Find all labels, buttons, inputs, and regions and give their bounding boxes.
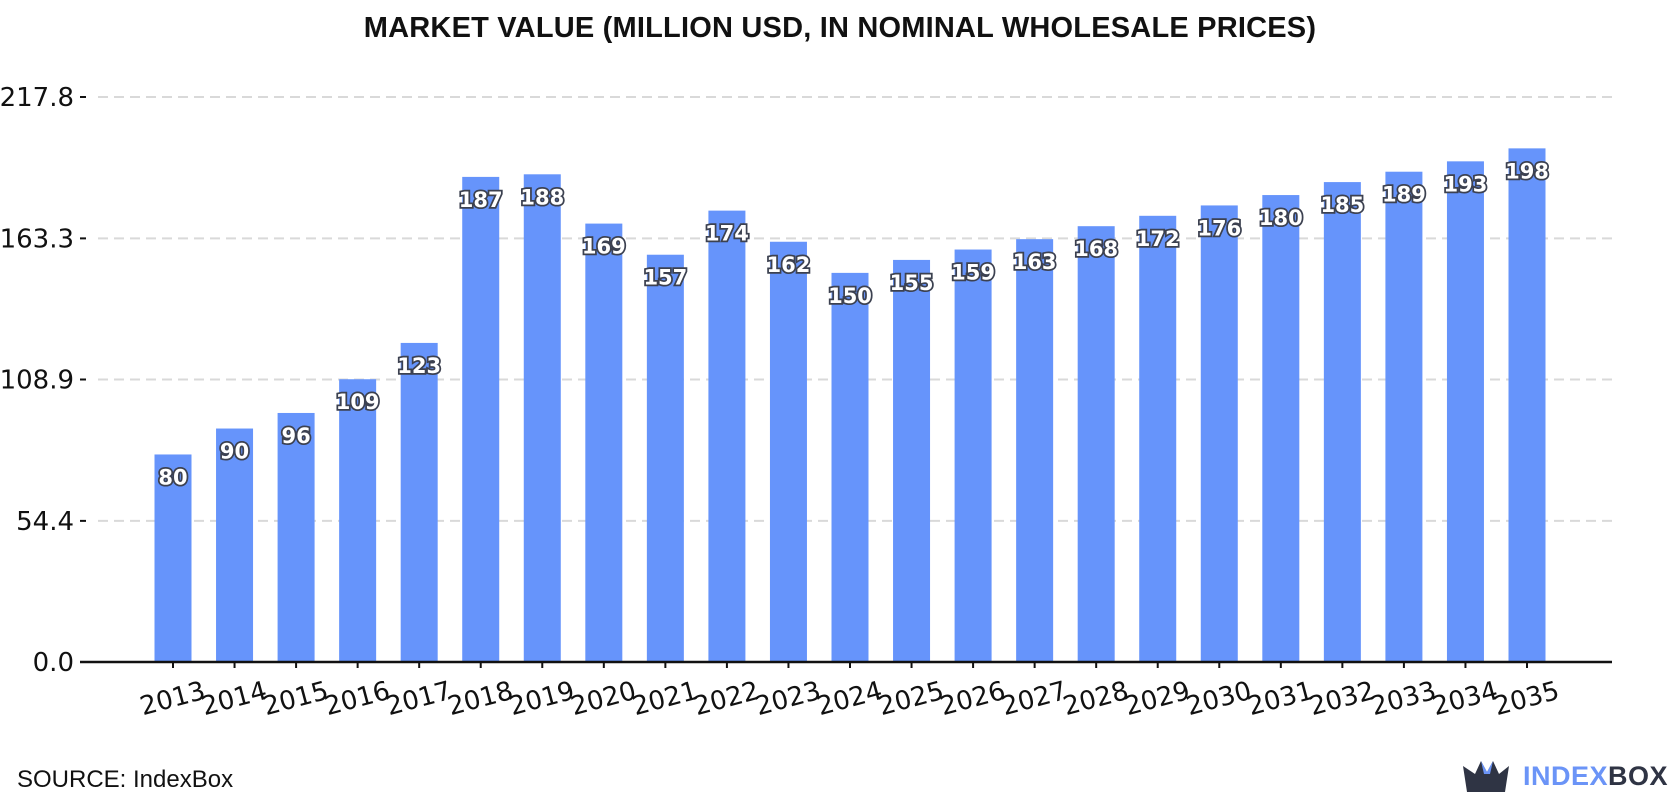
bar [893, 259, 931, 662]
x-tick-label: 2018 [445, 676, 517, 722]
x-tick-label: 2025 [875, 676, 947, 722]
x-tick-label: 2023 [752, 676, 824, 722]
bar [216, 428, 254, 662]
bars [154, 148, 1546, 663]
data-label: 163 [1013, 250, 1057, 274]
x-tick-label: 2026 [937, 676, 1009, 722]
brand-name: INDEXBOX [1523, 761, 1668, 792]
data-label: 155 [890, 271, 934, 295]
bar [277, 412, 315, 662]
data-label: 176 [1197, 216, 1241, 240]
bar [1200, 205, 1238, 663]
y-tick-label: 163.3 [0, 224, 74, 254]
y-tick-label: 54.4 [16, 507, 74, 537]
data-label: 172 [1136, 227, 1180, 251]
x-tick-label: 2019 [506, 676, 578, 722]
brand-index-text: INDEX [1522, 760, 1608, 791]
data-label: 80 [158, 465, 187, 489]
bar [339, 379, 377, 662]
x-tick-label: 2027 [999, 676, 1071, 722]
bar [954, 249, 992, 663]
x-tick-label: 2035 [1491, 676, 1563, 722]
data-label: 157 [643, 266, 687, 290]
x-tick-label: 2028 [1060, 676, 1132, 722]
data-label: 193 [1444, 172, 1488, 196]
bar [769, 241, 807, 662]
x-tick-label: 2013 [137, 676, 209, 722]
bar [1139, 215, 1177, 662]
bar [708, 210, 746, 662]
data-label: 123 [397, 354, 441, 378]
bar [462, 176, 500, 662]
bar [154, 454, 192, 662]
bar [1446, 161, 1484, 662]
x-tick-label: 2022 [691, 676, 763, 722]
bar [523, 174, 561, 662]
x-tick-label: 2016 [322, 676, 394, 722]
data-label: 185 [1320, 193, 1364, 217]
chart-title: MARKET VALUE (MILLION USD, IN NOMINAL WH… [363, 12, 1317, 44]
bar [400, 342, 438, 662]
x-tick-label: 2024 [814, 676, 886, 722]
y-tick-label: 0.0 [33, 648, 74, 678]
x-tick-label: 2030 [1183, 676, 1255, 722]
data-label: 180 [1259, 206, 1303, 230]
bar [1262, 195, 1300, 662]
bar [1323, 182, 1361, 663]
source-note: SOURCE: IndexBox [17, 766, 234, 793]
x-tick-label: 2017 [383, 676, 455, 722]
data-label: 189 [1382, 183, 1426, 207]
x-tick-label: 2029 [1122, 676, 1194, 722]
y-tick-label: 108.9 [0, 366, 74, 396]
brand-logo: INDEXBOX [1461, 758, 1668, 794]
x-tick-label: 2014 [198, 676, 270, 722]
brand-box-text: BOX [1607, 760, 1668, 791]
data-label: 96 [281, 424, 310, 448]
bar [831, 272, 869, 662]
bar [1016, 239, 1054, 662]
x-axis: 2013201420152016201720182019202020212022… [80, 660, 1612, 722]
data-label: 109 [336, 390, 380, 414]
y-axis: 0.0 54.4 108.9 163.3 217.8 [0, 83, 86, 678]
bar [646, 254, 684, 662]
data-label: 169 [582, 235, 626, 259]
value-labels: 80 90 96 109 123 187 188 169 157 174 162 150 155 159 1… [157, 158, 1551, 492]
bar [585, 223, 623, 662]
data-label: 188 [520, 185, 564, 209]
data-label: 159 [951, 261, 995, 285]
bar [1385, 171, 1423, 662]
data-label: 90 [220, 440, 249, 464]
bar [1508, 148, 1546, 662]
data-label: 168 [1074, 237, 1118, 261]
data-label: 187 [459, 188, 503, 212]
data-label: 174 [705, 222, 749, 246]
data-label: 150 [828, 284, 872, 308]
x-tick-label: 2033 [1368, 676, 1440, 722]
bar [1077, 226, 1115, 663]
x-tick-label: 2020 [568, 676, 640, 722]
x-tick-label: 2015 [260, 676, 332, 722]
x-tick-label: 2021 [629, 676, 701, 722]
y-tick-label: 217.8 [0, 83, 74, 113]
x-tick-label: 2034 [1429, 676, 1501, 722]
x-tick-label: 2032 [1306, 676, 1378, 722]
crown-box-icon [1462, 761, 1509, 792]
data-label: 162 [767, 253, 811, 277]
x-tick-label: 2031 [1245, 676, 1317, 722]
data-label: 198 [1505, 159, 1549, 183]
